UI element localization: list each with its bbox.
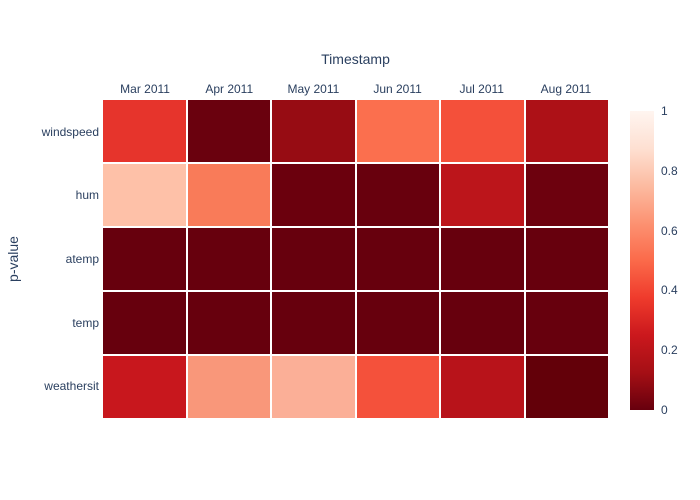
- colorbar-tick-label: 0: [661, 403, 668, 417]
- heatmap-cell: [356, 292, 439, 354]
- x-tick-label: Apr 2011: [205, 82, 254, 96]
- colorbar-tick-label: 1: [661, 104, 668, 118]
- colorbar-tick-label: 0.4: [661, 283, 678, 298]
- x-axis-tick-labels: Mar 2011 Apr 2011 May 2011 Jun 2011 Jul 2011…: [103, 81, 608, 98]
- y-tick-label: temp: [72, 315, 99, 330]
- heatmap-cell: [356, 100, 439, 162]
- y-tick-label: atemp: [65, 251, 99, 266]
- y-tick-label: weathersit: [44, 379, 99, 394]
- heatmap-cell: [103, 356, 186, 418]
- heatmap-cell: [187, 292, 270, 354]
- heatmap-cell: [356, 164, 439, 226]
- heatmap-cell: [272, 164, 355, 226]
- heatmap-grid: [103, 100, 608, 418]
- heatmap-cell: [272, 292, 355, 354]
- y-tick-label: windspeed: [41, 124, 99, 139]
- heatmap-cell: [525, 292, 608, 354]
- heatmap-cell: [103, 100, 186, 162]
- colorbar-tick-label: 0.8: [661, 163, 678, 178]
- x-tick-label: Aug 2011: [540, 82, 592, 96]
- heatmap-cell: [525, 228, 608, 290]
- chart-title: Timestamp: [321, 51, 390, 67]
- colorbar-gradient: [630, 111, 654, 410]
- y-tick-label: hum: [75, 188, 99, 203]
- heatmap-cell: [187, 228, 270, 290]
- heatmap-cell: [441, 164, 524, 226]
- x-tick-label: Jun 2011: [373, 82, 422, 96]
- heatmap-cell: [525, 100, 608, 162]
- heatmap-cell: [441, 292, 524, 354]
- x-tick-label: Jul 2011: [459, 82, 504, 96]
- colorbar-tick-label: 0.2: [661, 343, 678, 358]
- heatmap-cell: [441, 356, 524, 418]
- heatmap-cell: [103, 164, 186, 226]
- heatmap-cell: [356, 356, 439, 418]
- heatmap-cell: [187, 356, 270, 418]
- heatmap-cell: [103, 292, 186, 354]
- heatmap-cell: [441, 100, 524, 162]
- heatmap-cell: [103, 228, 186, 290]
- heatmap-cell: [525, 356, 608, 418]
- heatmap-cell: [525, 164, 608, 226]
- heatmap-cell: [187, 164, 270, 226]
- x-tick-label: Mar 2011: [120, 82, 170, 96]
- heatmap-cell: [441, 228, 524, 290]
- heatmap-cell: [272, 356, 355, 418]
- heatmap-cell: [187, 100, 270, 162]
- y-axis-tick-labels: windspeed hum atemp temp weathersit: [0, 100, 99, 418]
- heatmap-cell: [356, 228, 439, 290]
- colorbar: 1 0.8 0.6 0.4 0.2 0: [630, 104, 700, 417]
- x-tick-label: May 2011: [287, 82, 340, 96]
- colorbar-tick-label: 0.6: [661, 223, 678, 238]
- heatmap-cell: [272, 100, 355, 162]
- heatmap-cell: [272, 228, 355, 290]
